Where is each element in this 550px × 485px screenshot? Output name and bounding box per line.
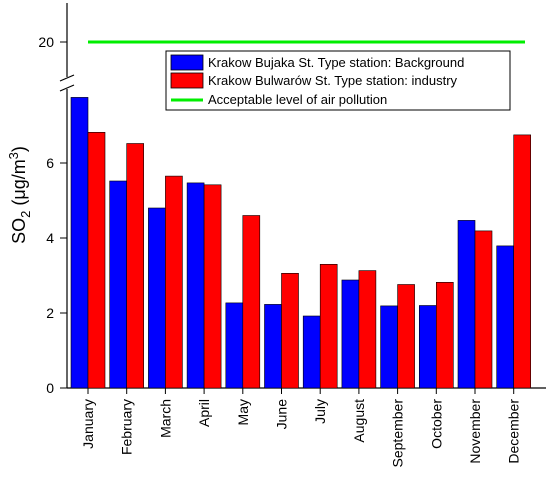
bar-bulwarow-january xyxy=(87,132,106,389)
legend-swatch-blue xyxy=(170,54,204,71)
x-tick-label-may: May xyxy=(235,399,251,425)
bar-bujaka-july xyxy=(302,315,321,389)
y-tick-label: 2 xyxy=(46,305,54,321)
bar-bujaka-june xyxy=(264,304,282,389)
bar-bulwarow-june xyxy=(281,272,299,389)
bar-bulwarow-february xyxy=(126,143,144,389)
bar-bulwarow-november xyxy=(474,230,493,389)
legend-box xyxy=(165,50,511,111)
bar-bujaka-november xyxy=(457,220,476,389)
bar-bulwarow-may xyxy=(242,215,261,389)
x-ticks-layer: January February March April May June July Augu… xyxy=(80,388,522,467)
bar-bulwarow-october xyxy=(435,281,454,389)
bar-bulwarow-august xyxy=(358,270,377,389)
bar-bulwarow-april xyxy=(203,184,222,389)
x-tick-label-september: September xyxy=(390,399,406,468)
bar-bulwarow-december xyxy=(513,134,532,389)
x-tick-label-january: January xyxy=(80,399,96,449)
bar-bujaka-may xyxy=(225,302,244,389)
x-tick-label-august: August xyxy=(351,399,367,443)
legend: Krakow Bujaka St. Type station: Backgrou… xyxy=(165,50,511,111)
bar-bujaka-august xyxy=(341,279,360,389)
bar-bujaka-february xyxy=(109,180,127,389)
x-tick-label-july: July xyxy=(312,399,328,424)
legend-swatch-red xyxy=(170,72,204,89)
x-tick-label-december: December xyxy=(506,399,522,464)
bar-bujaka-march xyxy=(148,207,166,389)
x-tick-label-april: April xyxy=(196,399,212,427)
y-ticks-layer: 0 2 4 6 20 xyxy=(38,34,67,396)
bar-bujaka-september xyxy=(380,305,398,389)
y-tick-label: 4 xyxy=(46,230,54,246)
bar-bujaka-october xyxy=(418,305,437,389)
x-tick-label-march: March xyxy=(157,399,173,438)
y-axis-title: SO2 (μg/m3) xyxy=(6,146,33,244)
y-tick-label: 0 xyxy=(46,380,54,396)
y-tick-label: 6 xyxy=(46,155,54,171)
bar-bujaka-january xyxy=(70,97,89,389)
legend-label-red: Krakow Bulwarów St. Type station: indust… xyxy=(208,73,458,88)
legend-label-green: Acceptable level of air pollution xyxy=(208,92,387,107)
bar-bujaka-december xyxy=(496,245,515,389)
x-tick-label-february: February xyxy=(119,399,135,455)
bar-bulwarow-july xyxy=(319,263,338,389)
bar-bulwarow-september xyxy=(397,284,415,389)
bar-bulwarow-march xyxy=(165,175,183,389)
axis-break-mark-1 xyxy=(59,74,75,82)
axis-break-mark-2 xyxy=(59,84,75,92)
x-tick-label-june: June xyxy=(274,399,290,430)
y-tick-label-upper: 20 xyxy=(38,34,54,50)
x-tick-label-november: November xyxy=(467,399,483,464)
x-tick-label-october: October xyxy=(428,399,444,449)
legend-label-blue: Krakow Bujaka St. Type station: Backgrou… xyxy=(208,55,464,70)
bars-layer xyxy=(70,97,532,389)
bar-bujaka-april xyxy=(186,182,205,389)
